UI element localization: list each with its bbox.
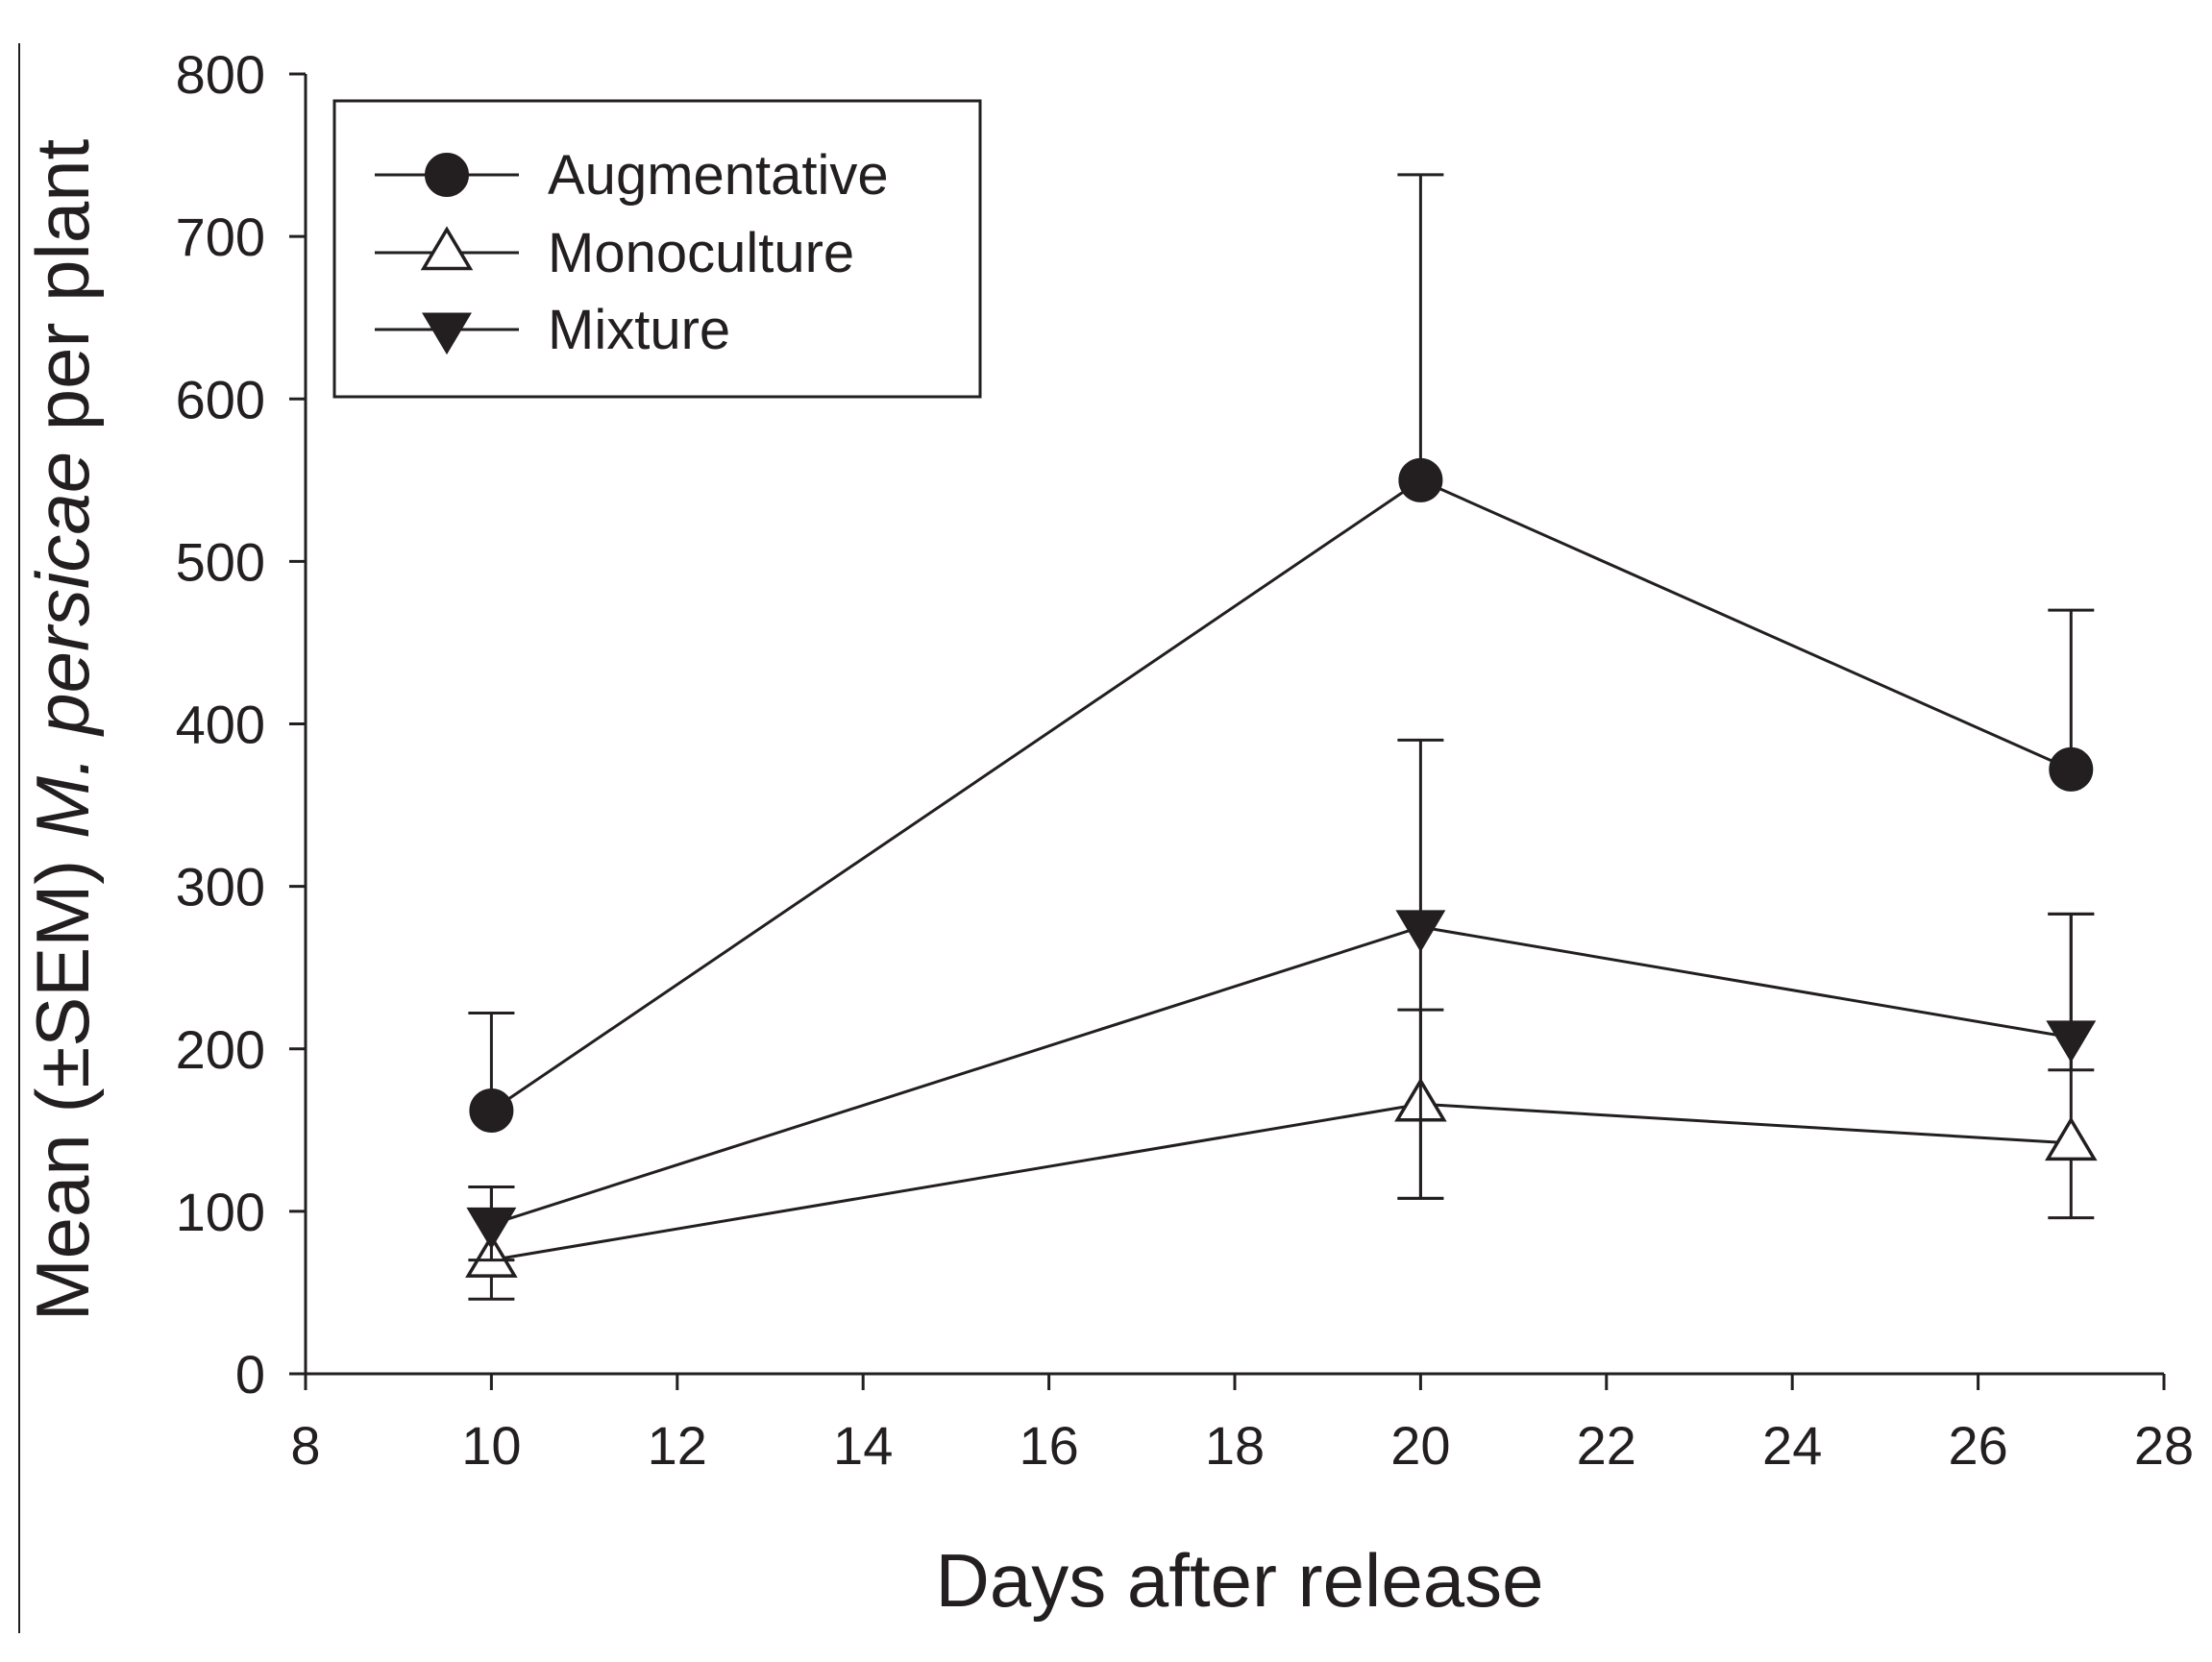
x-tick-label: 8 (290, 1415, 320, 1476)
x-tick-label: 22 (1577, 1415, 1636, 1476)
legend-marker-augmentative (425, 153, 469, 197)
legend-marker-mixture (422, 312, 472, 355)
data-point-augmentative (469, 1088, 514, 1134)
x-tick-label: 26 (1948, 1415, 2007, 1476)
y-axis-ticks: 0 100 200 300 400 500 600 700 800 (176, 44, 306, 1405)
y-tick-label: 600 (176, 369, 265, 429)
legend-label-monoculture: Monoculture (548, 222, 854, 284)
y-tick-label: 500 (176, 531, 265, 592)
series-line-monoculture (491, 1102, 2072, 1262)
y-tick-label: 400 (176, 695, 265, 755)
y-tick-label: 200 (176, 1019, 265, 1080)
y-tick-label: 0 (235, 1344, 265, 1405)
y-axis-title-suffix: per plant (20, 138, 105, 452)
data-point-mixture (1395, 910, 1446, 953)
legend-label-augmentative: Augmentative (548, 144, 889, 207)
x-tick-label: 12 (648, 1415, 707, 1476)
x-tick-label: 16 (1019, 1415, 1078, 1476)
y-tick-label: 300 (176, 857, 265, 917)
data-point-augmentative (1398, 457, 1443, 502)
x-tick-label: 14 (833, 1415, 893, 1476)
x-tick-label: 28 (2134, 1415, 2194, 1476)
legend-entries: Augmentative Monoculture Mixture (375, 144, 889, 361)
legend-marker-monoculture (420, 226, 474, 271)
x-axis-title: Days after release (936, 1538, 1544, 1623)
y-axis-title: Mean (±SEM) M. persicae per plant (20, 138, 105, 1321)
series-layer (465, 173, 2098, 1301)
data-point-mixture (466, 1207, 517, 1250)
series-mixture (466, 738, 2097, 1262)
y-tick-label: 700 (176, 207, 265, 267)
legend: Augmentative Monoculture Mixture (332, 99, 982, 399)
series-line-augmentative (490, 478, 2072, 1112)
x-axis-ticks: 8 10 12 14 16 18 20 22 24 26 28 (290, 1374, 2194, 1476)
y-tick-label: 100 (176, 1182, 265, 1242)
y-axis-title-species: M. persicae (20, 452, 105, 839)
series-augmentative (468, 173, 2095, 1134)
series-line-mixture (490, 925, 2072, 1226)
x-tick-label: 24 (1762, 1415, 1822, 1476)
data-point-mixture (2046, 1020, 2097, 1063)
x-tick-label: 20 (1390, 1415, 1450, 1476)
data-point-augmentative (2049, 746, 2094, 792)
y-tick-label: 800 (176, 44, 265, 105)
x-tick-label: 18 (1205, 1415, 1265, 1476)
x-tick-label: 10 (461, 1415, 521, 1476)
data-point-monoculture (2045, 1116, 2098, 1161)
y-axis-title-prefix: Mean (±SEM) (20, 839, 105, 1321)
legend-label-mixture: Mixture (548, 299, 730, 361)
